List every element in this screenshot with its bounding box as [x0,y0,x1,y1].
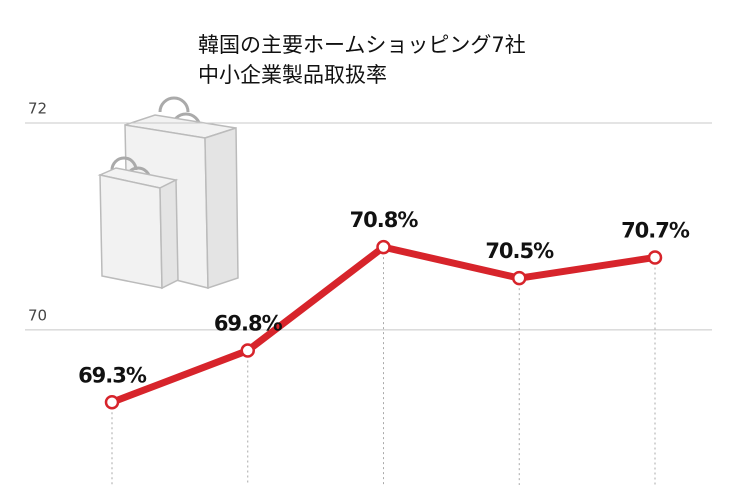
value-label: 69.3% [78,363,147,387]
y-tick-label: 70 [28,306,47,324]
y-tick-label: 72 [28,100,47,118]
data-point [647,250,663,265]
chart-title: 韓国の主要ホームショッピング7社 [198,33,526,57]
data-point [104,395,120,410]
value-label: 70.7% [621,218,690,242]
chart-title: 中小企業製品取扱率 [198,63,387,87]
data-point [512,270,527,286]
shopping-bags-icon [97,96,239,290]
value-label: 70.5% [485,239,554,263]
value-label: 69.8% [214,312,283,336]
data-point [376,239,391,255]
data-point [240,343,255,358]
value-label: 70.8% [350,208,419,232]
